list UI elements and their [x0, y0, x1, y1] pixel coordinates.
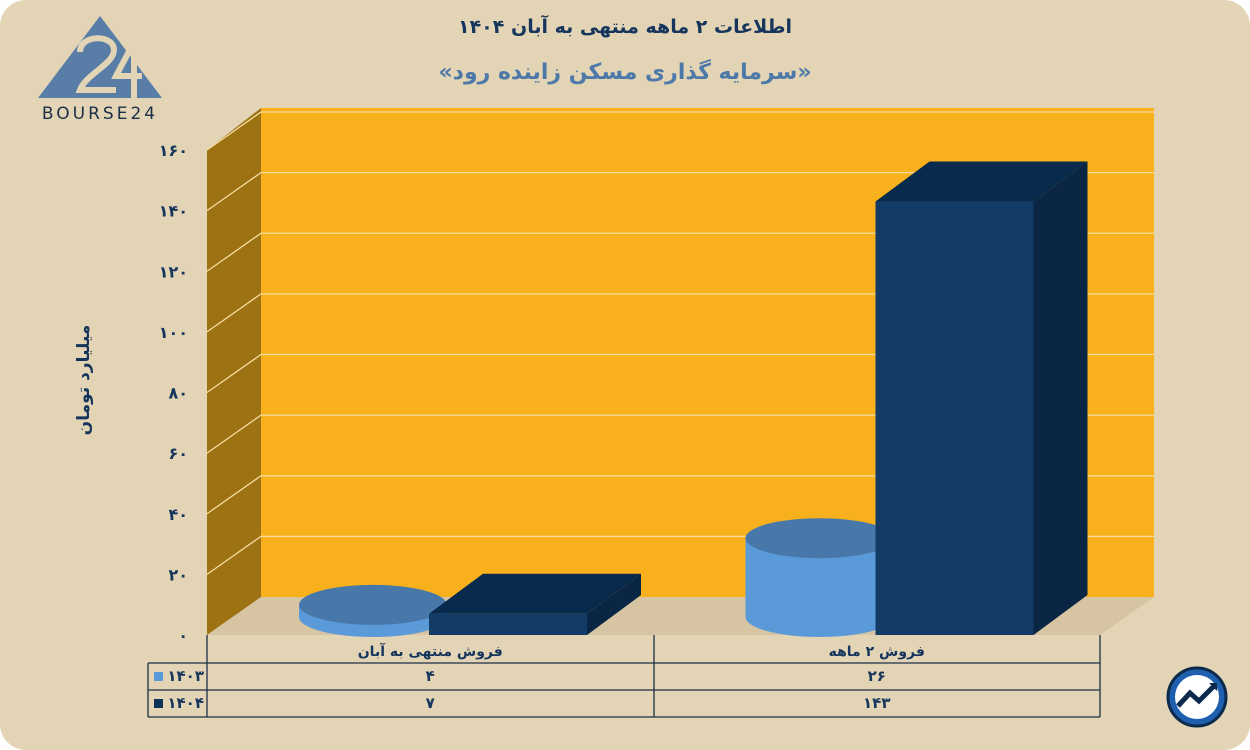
data-label: ۱۴۳: [863, 694, 890, 712]
chart-subtitle: «سرمایه گذاری مسکن زاینده رود»: [438, 60, 812, 85]
chart-title: اطلاعات ۲ ماهه منتهی به آبان ۱۴۰۴: [457, 16, 793, 38]
gridline: [206, 171, 1154, 212]
y-tick-label: ۸۰: [168, 384, 188, 403]
gridline: [206, 293, 1154, 333]
data-label: ۷: [426, 694, 435, 712]
side-wall: [207, 108, 261, 635]
data-label: ۴: [426, 667, 435, 685]
y-tick-label: ۲۰: [168, 565, 188, 584]
bourse24-logo-icon: [38, 16, 162, 98]
legend-swatch: [154, 672, 163, 681]
x-tick-label: فروش منتهی به آبان: [358, 642, 503, 660]
y-tick-label: ۴۰: [168, 505, 188, 524]
y-tick-label: ۱۶۰: [159, 141, 188, 160]
bar-cylinder: [745, 518, 894, 637]
bar-cylinder: [299, 584, 447, 637]
gridline: [206, 475, 1154, 515]
logo-text: BOURSE24: [41, 104, 159, 124]
gridline: [206, 353, 1154, 394]
bar-box: [875, 161, 1088, 635]
bar-box: [429, 573, 641, 635]
x-tick-label: فروش ۲ ماهه: [829, 644, 925, 660]
legend-label: ۱۴۰۳: [167, 667, 204, 685]
y-tick-label: ۱۴۰: [159, 202, 188, 221]
y-axis-label: میلیارد تومان: [74, 324, 94, 436]
legend-swatch: [154, 699, 163, 708]
y-tick-label: ۱۲۰: [159, 262, 188, 281]
y-tick-label: ۰: [178, 626, 188, 645]
y-tick-label: ۶۰: [168, 444, 188, 463]
trend-up-chart-icon: [1166, 666, 1228, 728]
data-label: ۲۶: [868, 667, 886, 685]
gridline: [206, 111, 1154, 151]
gridline: [206, 414, 1154, 454]
y-tick-label: ۱۰۰: [159, 323, 188, 342]
gridline: [206, 232, 1154, 272]
legend-label: ۱۴۰۴: [167, 694, 204, 712]
